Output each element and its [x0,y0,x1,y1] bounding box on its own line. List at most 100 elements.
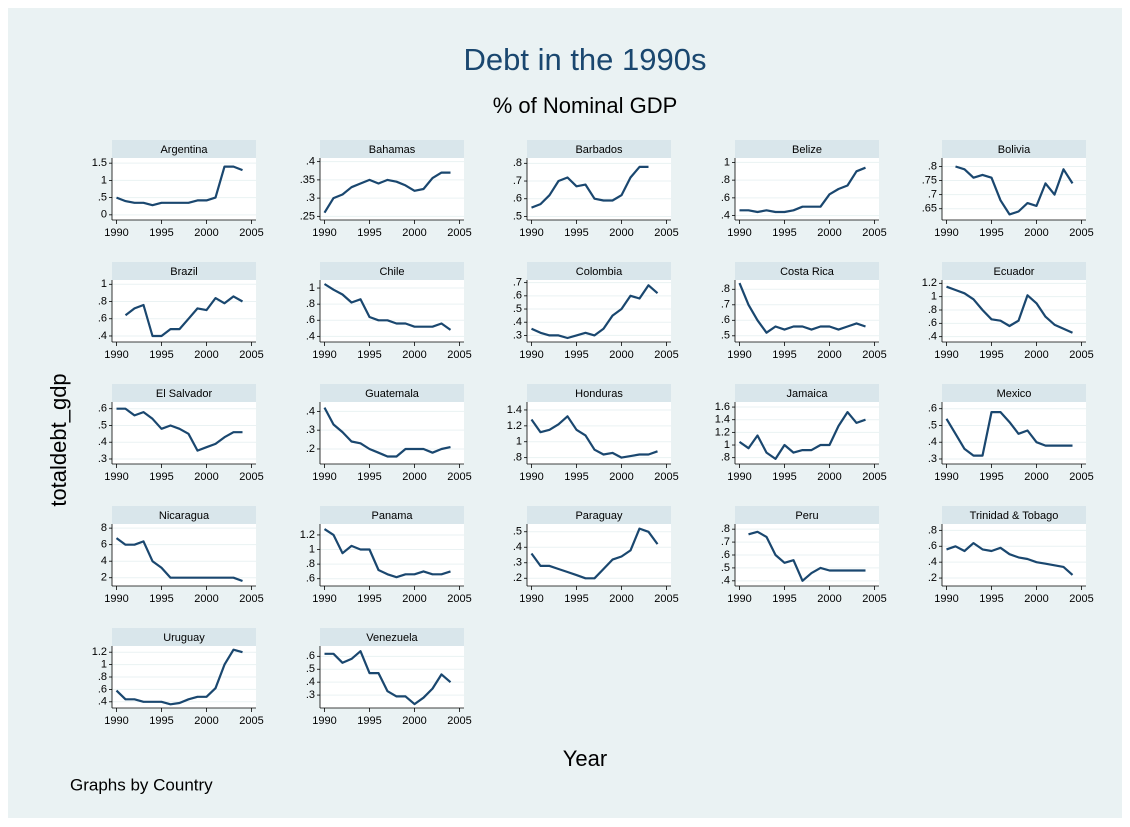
x-tick-label: 1995 [357,593,381,605]
y-tick-label: .5 [513,210,522,222]
panel-header [112,506,256,524]
y-tick-label: .6 [721,314,730,326]
panel-header [112,384,256,402]
x-tick-label: 1990 [519,227,543,239]
y-tick-label: .6 [721,549,730,561]
plot-region [942,402,1086,464]
x-tick-label: 1990 [104,471,128,483]
y-tick-label: .3 [513,329,522,341]
y-tick-label: .5 [513,303,522,315]
x-tick-label: 2005 [654,471,678,483]
panel-title: Jamaica [787,388,829,400]
y-tick-label: .5 [928,419,937,431]
plot-region [320,646,464,708]
x-tick-label: 1990 [727,593,751,605]
panel-title: Paraguay [575,510,623,522]
x-tick-label: 1990 [519,471,543,483]
y-tick-label: 1 [516,436,522,448]
plot-region [942,280,1086,342]
y-tick-label: .6 [306,314,315,326]
panel-title: Barbados [575,144,623,156]
data-line [738,282,866,334]
x-tick-label: 2000 [1024,349,1048,361]
y-tick-label: 1.2 [715,426,730,438]
y-tick-label: .4 [306,156,315,168]
y-tick-label: .4 [513,316,522,328]
y-tick-label: .5 [98,192,107,204]
y-tick-label: .2 [513,572,522,584]
plot-region [527,158,671,220]
y-tick-label: .8 [513,452,522,464]
x-tick-label: 1990 [519,593,543,605]
x-tick-label: 2000 [402,471,426,483]
panel-title: Ecuador [994,266,1035,278]
y-tick-label: .6 [928,403,937,415]
panel-header [527,506,671,524]
data-line [323,407,451,458]
plot-region [735,280,879,342]
x-tick-label: 2000 [817,349,841,361]
x-tick-label: 1990 [727,471,751,483]
panel-title: Guatemala [365,388,420,400]
y-tick-label: .75 [922,174,937,186]
x-tick-label: 2005 [447,471,471,483]
x-tick-label: 1990 [934,593,958,605]
panel-title: Argentina [160,144,208,156]
x-tick-label: 1990 [312,349,336,361]
panel-header [320,506,464,524]
x-tick-label: 1995 [357,471,381,483]
y-tick-label: .3 [928,453,937,465]
panel-header [735,384,879,402]
plot-region [942,158,1086,220]
plot-region [112,280,256,342]
y-tick-label: 1.2 [922,277,937,289]
x-tick-label: 2005 [654,227,678,239]
y-tick-label: .25 [300,210,315,222]
x-tick-label: 2005 [862,227,886,239]
data-line [116,165,243,207]
data-line [946,542,1074,576]
y-tick-label: .6 [928,317,937,329]
x-tick-label: 2000 [609,593,633,605]
y-tick-label: .8 [721,523,730,535]
y-tick-label: 1 [101,659,107,671]
x-tick-label: 2005 [239,593,263,605]
y-tick-label: .7 [721,299,730,311]
x-tick-label: 2005 [862,593,886,605]
x-tick-label: 1995 [772,227,796,239]
y-tick-label: .3 [513,557,522,569]
panel-header [942,384,1086,402]
y-tick-label: .35 [300,174,315,186]
y-tick-label: .4 [306,676,315,688]
x-tick-label: 2005 [654,593,678,605]
data-line [955,165,1074,216]
plot-region [112,524,256,586]
x-tick-label: 1990 [727,227,751,239]
x-tick-label: 2005 [1069,471,1093,483]
data-line [115,537,243,583]
y-tick-label: .4 [928,556,937,568]
y-tick-label: 8 [101,522,107,534]
y-tick-label: 0 [101,209,107,221]
y-tick-label: .6 [306,573,315,585]
y-tick-label: .6 [98,403,107,415]
panel-header [735,262,879,280]
x-tick-label: 1990 [934,227,958,239]
y-tick-label: 1.5 [92,157,107,169]
x-tick-label: 2005 [447,593,471,605]
y-tick-label: .8 [721,283,730,295]
y-axis-label: totaldebt_gdp [46,373,71,506]
x-tick-label: 2005 [654,349,678,361]
y-tick-label: 1 [724,439,730,451]
x-tick-label: 2000 [194,227,218,239]
y-tick-label: .6 [928,540,937,552]
x-tick-label: 1995 [357,349,381,361]
x-tick-label: 2005 [239,471,263,483]
y-tick-label: 1.2 [507,420,522,432]
y-tick-label: .5 [513,526,522,538]
y-tick-label: 1 [309,282,315,294]
x-tick-label: 1995 [979,471,1003,483]
y-tick-label: .8 [513,157,522,169]
x-tick-label: 2000 [194,593,218,605]
